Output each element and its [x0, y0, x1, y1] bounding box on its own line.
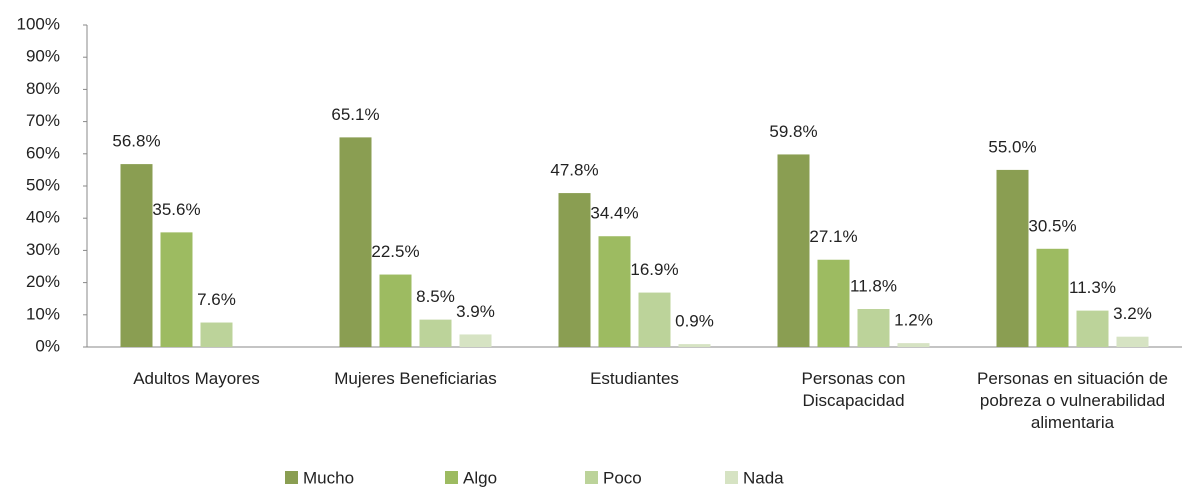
value-label: 0.9% — [675, 312, 714, 331]
bar — [1036, 248, 1069, 347]
legend-label: Mucho — [303, 468, 354, 487]
value-label: 27.1% — [809, 227, 857, 246]
legend-label: Algo — [463, 468, 497, 487]
x-tick-label: Personas con Discapacidad — [801, 369, 906, 410]
bar — [817, 259, 850, 347]
bar — [857, 309, 890, 347]
value-label: 16.9% — [630, 260, 678, 279]
value-label: 3.9% — [456, 302, 495, 321]
legend-label: Poco — [603, 468, 642, 487]
value-label: 35.6% — [152, 200, 200, 219]
bar — [678, 344, 711, 347]
y-tick-label: 10% — [26, 304, 60, 323]
value-label: 56.8% — [112, 132, 160, 151]
legend-swatch — [445, 471, 458, 484]
value-label: 22.5% — [371, 242, 419, 261]
y-tick-label: 40% — [26, 208, 60, 227]
value-label: 7.6% — [197, 290, 236, 309]
x-tick-label: Estudiantes — [590, 369, 679, 388]
bar — [379, 274, 412, 347]
bar — [638, 292, 671, 347]
y-tick-label: 90% — [26, 47, 60, 66]
y-tick-label: 50% — [26, 175, 60, 194]
bar — [200, 322, 233, 347]
value-label: 34.4% — [590, 204, 638, 223]
x-tick-label: Adultos Mayores — [133, 369, 260, 388]
value-label: 65.1% — [331, 105, 379, 124]
bar — [558, 193, 591, 347]
value-label: 11.8% — [850, 276, 897, 295]
value-label: 30.5% — [1028, 216, 1076, 235]
value-label: 55.0% — [988, 137, 1036, 156]
x-tick-label: Mujeres Beneficiarias — [334, 369, 497, 388]
y-tick-label: 100% — [17, 14, 60, 33]
value-label: 11.3% — [1069, 278, 1116, 297]
legend-label: Nada — [743, 468, 784, 487]
value-label: 47.8% — [550, 161, 598, 180]
bar — [897, 343, 930, 347]
bar — [1116, 336, 1149, 347]
y-tick-label: 30% — [26, 240, 60, 259]
value-label: 3.2% — [1113, 304, 1152, 323]
value-label: 8.5% — [416, 287, 455, 306]
y-tick-label: 60% — [26, 143, 60, 162]
bar — [339, 137, 372, 347]
bar — [160, 232, 193, 347]
bar — [777, 154, 810, 347]
y-tick-label: 20% — [26, 272, 60, 291]
x-tick-label: Personas en situación de pobreza o vulne… — [977, 369, 1168, 432]
y-tick-label: 0% — [35, 336, 60, 355]
value-label: 1.2% — [894, 311, 933, 330]
legend-swatch — [725, 471, 738, 484]
bar — [419, 319, 452, 347]
value-label: 59.8% — [769, 122, 817, 141]
y-tick-label: 70% — [26, 111, 60, 130]
legend-swatch — [285, 471, 298, 484]
bar — [459, 334, 492, 347]
bar — [996, 169, 1029, 347]
bar — [1076, 310, 1109, 347]
y-tick-label: 80% — [26, 79, 60, 98]
bar — [598, 236, 631, 347]
legend-swatch — [585, 471, 598, 484]
bar — [120, 164, 153, 347]
